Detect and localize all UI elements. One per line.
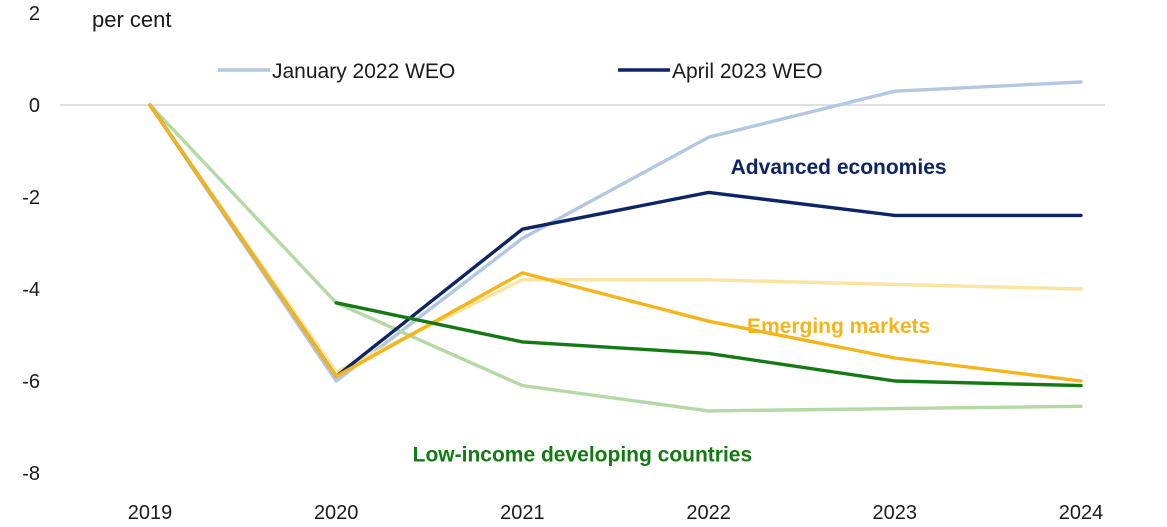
- series-line-low-income-developing-countries-january-2022-weo: [148, 103, 1083, 413]
- series-layer: [148, 80, 1083, 413]
- x-tick-label: 2019: [128, 502, 173, 524]
- annotation-emerging-markets: Emerging markets: [747, 315, 930, 338]
- y-tick-label: -6: [22, 371, 40, 393]
- legend-label: January 2022 WEO: [272, 60, 455, 83]
- y-tick-label: -8: [22, 463, 40, 485]
- x-tick-label: 2020: [314, 502, 359, 524]
- series-line-advanced-economies-april-2023-weo: [148, 103, 1083, 379]
- axis-layer: 2 0 -2 -4 -6 -8 per cent 2019 2020 2021 2022 2023 20…: [22, 3, 1103, 524]
- x-tick-label: 2022: [686, 502, 731, 524]
- x-tick-label: 2024: [1059, 502, 1104, 524]
- y-tick-label: -2: [22, 187, 40, 209]
- series-line-emerging-markets-april-2023-weo: [148, 103, 1083, 383]
- legend: January 2022 WEO April 2023 WEO: [218, 60, 823, 83]
- legend-label: April 2023 WEO: [672, 60, 823, 83]
- series-line-emerging-markets-january-2022-weo: [148, 103, 1083, 374]
- x-tick-label: 2021: [500, 502, 545, 524]
- annotation-layer: Advanced economies Emerging markets Low-in…: [413, 156, 947, 467]
- x-tick-label: 2023: [873, 502, 918, 524]
- annotation-low-income-developing-countries: Low-income developing countries: [413, 444, 753, 467]
- y-tick-label: 0: [29, 95, 40, 117]
- y-tick-label: 2: [29, 3, 40, 25]
- y-tick-label: -4: [22, 279, 40, 301]
- annotation-advanced-economies: Advanced economies: [731, 156, 947, 179]
- series-line-low-income-developing-countries-april-2023-weo: [334, 301, 1083, 388]
- series-line-advanced-economies-january-2022-weo: [148, 80, 1083, 383]
- y-unit-label: per cent: [92, 7, 172, 32]
